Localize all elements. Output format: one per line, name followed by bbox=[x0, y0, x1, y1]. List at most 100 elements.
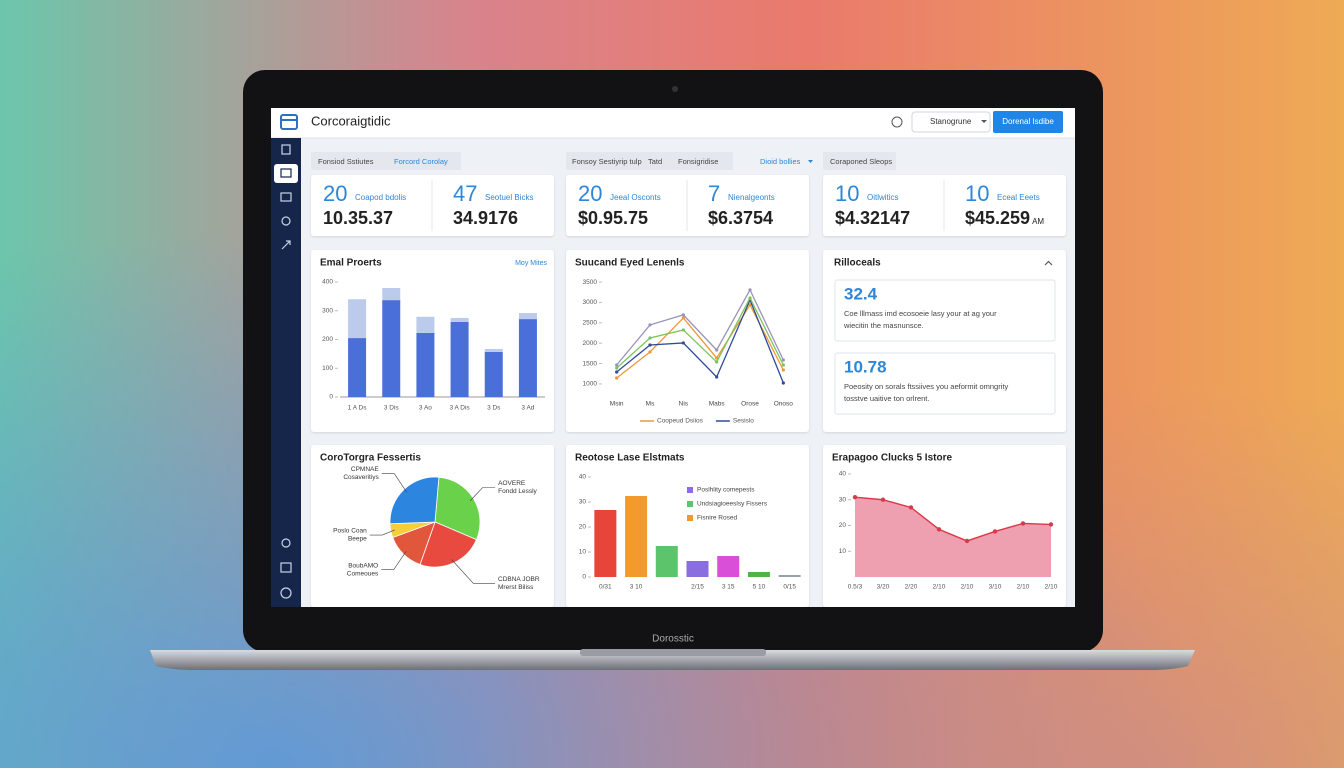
bar-segment bbox=[348, 338, 367, 397]
bar-segment bbox=[484, 351, 503, 397]
y-tick-label: 100 bbox=[322, 365, 333, 372]
bar bbox=[594, 510, 617, 577]
tab[interactable]: Coraponed Sleops bbox=[830, 157, 892, 166]
chart-title: Emal Proerts bbox=[320, 258, 382, 269]
series-point bbox=[748, 303, 752, 307]
note-text: Poeosity on sorals ftssiives you aeformi… bbox=[844, 382, 1008, 391]
leader-line bbox=[381, 551, 407, 571]
note-card bbox=[834, 279, 1056, 342]
kpi-number: 10 bbox=[965, 181, 989, 206]
note-value: 32.4 bbox=[844, 284, 878, 303]
x-tick-label: 3 15 bbox=[722, 584, 735, 591]
x-tick-label: 2/10 bbox=[961, 584, 974, 591]
pie-label: CPMNAE bbox=[351, 466, 379, 473]
tab[interactable]: Dioid bollies bbox=[760, 157, 801, 166]
y-tick-label: 10 bbox=[839, 548, 847, 555]
tab-group bbox=[311, 152, 461, 170]
sidebar bbox=[271, 138, 301, 607]
primary-button-label: Dorenal Isdibe bbox=[1002, 117, 1054, 126]
series-point bbox=[748, 288, 752, 292]
kpi-label: Seotuel Bicks bbox=[485, 193, 533, 202]
series-point bbox=[748, 296, 752, 300]
pie-label: CDBNA JOBR bbox=[498, 576, 540, 583]
y-tick-label: 400 bbox=[322, 279, 333, 286]
x-tick-label: 0/15 bbox=[783, 584, 796, 591]
chart-title: Suucand Eyed Lenenls bbox=[575, 258, 685, 269]
series-point bbox=[681, 313, 685, 317]
legend-swatch bbox=[687, 487, 693, 493]
sidebar-icons bbox=[280, 144, 292, 599]
primary-button[interactable] bbox=[993, 111, 1063, 133]
note-text: wiecitin the masnunsce. bbox=[843, 321, 924, 330]
tab[interactable]: Tatd bbox=[648, 157, 662, 166]
x-tick-label: 2/10 bbox=[1045, 584, 1058, 591]
nav-icon[interactable] bbox=[281, 216, 291, 226]
chart-title: Reotose Lase Elstmats bbox=[575, 453, 685, 464]
nav-icon[interactable] bbox=[280, 192, 292, 202]
tab[interactable]: Fonsigridise bbox=[678, 157, 718, 166]
series-point bbox=[781, 381, 785, 385]
y-tick-label: 3500 bbox=[583, 279, 598, 286]
bar-segment bbox=[450, 317, 469, 322]
camera bbox=[672, 86, 678, 92]
kpi-number: 20 bbox=[323, 181, 347, 206]
legend-label: Fisnire Rosed bbox=[697, 515, 737, 522]
y-tick-label: 10 bbox=[579, 549, 587, 556]
y-tick-label: 20 bbox=[839, 522, 847, 529]
series-point bbox=[715, 375, 719, 379]
series-point bbox=[781, 363, 785, 367]
x-tick-label: 3 Ds bbox=[487, 405, 501, 412]
chart-link[interactable]: Moy Mites bbox=[515, 260, 547, 267]
dropdown[interactable] bbox=[911, 111, 991, 133]
legend-label: Poslhlity comepests bbox=[697, 487, 755, 494]
tab[interactable]: Fonsoy Sestiyrip tulp bbox=[572, 157, 642, 166]
nav-icon[interactable] bbox=[280, 587, 292, 599]
nav-icon[interactable] bbox=[281, 144, 291, 155]
pie-sublabel: Cosaveritiys bbox=[343, 474, 379, 481]
series-line bbox=[616, 288, 784, 366]
area-point bbox=[1020, 521, 1026, 526]
nav-icon[interactable] bbox=[281, 538, 291, 548]
bar-segment bbox=[484, 348, 503, 352]
kpi-value: $6.3754 bbox=[708, 208, 773, 228]
legend-swatch bbox=[687, 515, 693, 521]
area-point bbox=[992, 529, 998, 534]
y-tick-label: 40 bbox=[839, 471, 847, 478]
bar bbox=[778, 575, 801, 577]
area-point bbox=[880, 497, 886, 502]
x-tick-label: 2/10 bbox=[933, 584, 946, 591]
bar-segment bbox=[348, 299, 367, 339]
tab-group bbox=[823, 152, 896, 170]
x-tick-label: Mabs bbox=[709, 401, 726, 408]
kpi-label: Oitlwitics bbox=[867, 193, 899, 202]
y-tick-label: 2500 bbox=[583, 320, 598, 327]
tab[interactable]: Fonsiod Sstiutes bbox=[318, 157, 374, 166]
nav-icon[interactable] bbox=[280, 562, 292, 573]
pie-label: AOVERE bbox=[498, 480, 526, 487]
collapse-icon[interactable] bbox=[1044, 260, 1053, 266]
chart-title: CoroTorgra Fessertis bbox=[320, 453, 421, 464]
pie-sublabel: Comeoues bbox=[347, 570, 379, 577]
laptop-notch bbox=[580, 649, 766, 656]
tab[interactable]: Forcord Corolay bbox=[394, 157, 448, 166]
pie-slice bbox=[434, 476, 481, 541]
area-point bbox=[908, 505, 914, 510]
dropdown-label: Stanogrune bbox=[930, 117, 972, 126]
sidebar-active[interactable] bbox=[274, 164, 298, 183]
leader-line bbox=[381, 473, 407, 493]
x-tick-label: 0.5/3 bbox=[848, 584, 863, 591]
settings-icon[interactable] bbox=[891, 116, 903, 128]
series-point bbox=[715, 348, 719, 352]
series-point bbox=[781, 368, 785, 372]
nav-icon[interactable] bbox=[280, 168, 292, 178]
nav-icon[interactable] bbox=[281, 240, 291, 250]
area-point bbox=[964, 538, 970, 544]
series-point bbox=[781, 358, 785, 362]
x-tick-label: 0/31 bbox=[599, 584, 612, 591]
panel bbox=[566, 250, 809, 432]
area-point bbox=[1048, 522, 1054, 527]
x-tick-label: Onoso bbox=[774, 401, 794, 408]
kpi-number: 47 bbox=[453, 181, 477, 206]
